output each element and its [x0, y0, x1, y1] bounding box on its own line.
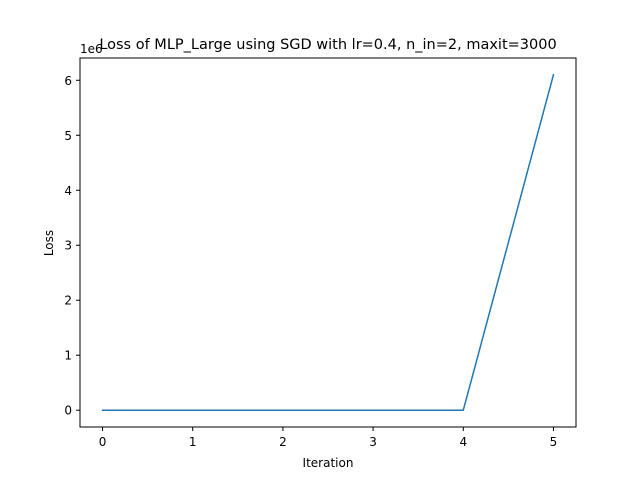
- y-axis-label: Loss: [42, 230, 56, 256]
- y-tick-label: 6: [64, 74, 72, 88]
- x-ticks: 0 1 2 3 4 5: [99, 427, 558, 449]
- y-ticks: 0 1 2 3 4 5 6: [64, 74, 80, 418]
- y-tick-label: 0: [64, 404, 72, 418]
- x-tick-label: 4: [459, 435, 467, 449]
- x-tick-label: 3: [369, 435, 377, 449]
- y-tick-label: 1: [64, 349, 72, 363]
- x-tick-label: 0: [99, 435, 107, 449]
- y-tick-label: 2: [64, 294, 72, 308]
- y-tick-label: 3: [64, 239, 72, 253]
- chart-title: Loss of MLP_Large using SGD with lr=0.4,…: [99, 37, 556, 53]
- series-line: [101, 73, 555, 411]
- y-offset-text: 1e6: [80, 42, 103, 56]
- plot-frame: [79, 57, 577, 428]
- x-tick-label: 5: [550, 435, 558, 449]
- y-tick-label: 4: [64, 184, 72, 198]
- y-tick-label: 5: [64, 129, 72, 143]
- series-group: [101, 73, 555, 411]
- x-tick-label: 2: [279, 435, 287, 449]
- x-tick-label: 1: [189, 435, 197, 449]
- x-axis-label: Iteration: [303, 456, 354, 470]
